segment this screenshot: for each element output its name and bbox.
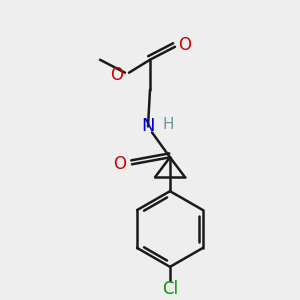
Text: Cl: Cl bbox=[162, 280, 178, 298]
Text: N: N bbox=[141, 117, 155, 135]
Text: O: O bbox=[178, 36, 191, 54]
Text: O: O bbox=[113, 155, 127, 173]
Text: O: O bbox=[110, 66, 124, 84]
Text: H: H bbox=[162, 117, 174, 132]
